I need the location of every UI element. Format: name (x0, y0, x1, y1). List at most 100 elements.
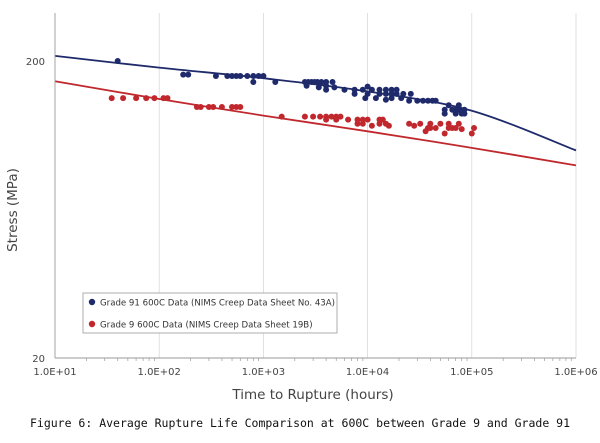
data-point-series-0 (351, 90, 358, 97)
data-point-series-0 (382, 96, 389, 103)
data-point-series-1 (422, 128, 429, 135)
y-tick-label: 200 (26, 57, 45, 68)
data-point-series-0 (272, 79, 279, 85)
data-point-series-0 (406, 97, 413, 104)
data-point-series-1 (441, 130, 448, 137)
y-axis-label: Stress (MPa) (5, 168, 21, 252)
data-point-series-1 (411, 122, 418, 129)
trend-lines (54, 55, 577, 167)
data-point-series-1 (432, 125, 439, 131)
data-point-series-1 (345, 116, 352, 123)
data-point-series-1 (328, 113, 335, 120)
data-point-series-0 (250, 79, 257, 85)
data-point-series-0 (393, 90, 400, 97)
data-point-series-0 (441, 110, 448, 117)
data-point-series-1 (385, 122, 392, 129)
data-point-series-0 (425, 97, 431, 104)
data-point-series-1 (455, 120, 462, 127)
y-tick-label: 20 (32, 354, 45, 365)
data-point-series-1 (151, 95, 158, 102)
data-point-series-1 (301, 113, 308, 120)
data-point-series-1 (427, 125, 434, 131)
data-point-series-1 (458, 126, 465, 133)
x-tick-label: 1.0E+06 (554, 367, 597, 378)
data-point-series-0 (255, 73, 262, 79)
legend-marker-grade91 (88, 298, 96, 306)
data-point-series-1 (359, 116, 366, 123)
data-point-series-0 (237, 73, 244, 79)
data-point-series-0 (250, 73, 257, 79)
data-point-series-0 (414, 97, 421, 104)
data-point-series-1 (310, 113, 317, 120)
axes (54, 13, 576, 361)
data-point-series-1 (210, 104, 217, 110)
trend-line-series-1 (54, 80, 577, 167)
data-point-series-1 (354, 120, 361, 127)
data-point-series-0 (331, 84, 338, 91)
data-point-series-0 (420, 97, 426, 104)
data-point-series-0 (372, 95, 379, 102)
data-point-series-1 (218, 104, 225, 110)
data-point-series-0 (224, 73, 231, 79)
data-point-series-0 (359, 86, 366, 93)
data-point-series-1 (468, 130, 475, 137)
x-tick-label: 1.0E+01 (33, 367, 76, 378)
figure-caption: Figure 6: Average Rupture Life Compariso… (29, 416, 571, 430)
x-tick-label: 1.0E+02 (138, 367, 181, 378)
x-axis-label: Time to Rupture (hours) (231, 387, 393, 403)
data-point-series-1 (445, 120, 452, 127)
data-point-series-0 (180, 71, 187, 78)
data-point-series-0 (407, 90, 414, 97)
data-point-series-1 (376, 120, 383, 127)
data-point-series-1 (143, 95, 150, 102)
data-point-series-0 (393, 86, 400, 93)
data-point-series-0 (341, 86, 348, 93)
data-point-series-0 (382, 86, 389, 93)
data-point-series-0 (351, 86, 358, 93)
data-point-series-0 (364, 83, 371, 90)
trend-line-series-0 (54, 55, 577, 152)
data-point-series-1 (354, 116, 361, 123)
data-point-series-1 (333, 116, 340, 123)
data-point-series-0 (315, 84, 322, 91)
data-point-series-1 (406, 120, 413, 127)
data-point-series-0 (398, 95, 405, 102)
data-point-series-1 (133, 95, 140, 102)
data-point-series-0 (362, 95, 369, 102)
tick-labels: 1.0E+01 1.0E+02 1.0E+03 1.0E+04 1.0E+05 1.0E+… (26, 57, 598, 378)
data-point-series-1 (452, 125, 459, 131)
data-point-series-1 (323, 116, 330, 123)
data-point-series-0 (445, 102, 452, 109)
data-point-series-1 (368, 122, 375, 129)
data-point-series-0 (388, 95, 395, 102)
data-point-series-1 (417, 120, 424, 127)
data-point-series-1 (359, 120, 366, 127)
data-point-series-0 (244, 73, 251, 79)
data-point-series-1 (364, 116, 371, 123)
legend-marker-grade9 (88, 320, 96, 328)
data-point-series-0 (382, 90, 389, 97)
data-point-series-1 (229, 104, 235, 110)
data-point-series-1 (379, 116, 386, 123)
data-point-series-0 (388, 86, 395, 93)
legend-label-grade9: Grade 9 600C Data (NIMS Creep Data Sheet… (100, 321, 313, 331)
data-point-series-0 (229, 73, 235, 79)
data-points (108, 58, 477, 137)
data-point-series-0 (455, 102, 462, 109)
data-point-series-0 (452, 110, 459, 117)
legend-label-grade91: Grade 91 600C Data (NIMS Creep Data Shee… (100, 299, 335, 309)
data-point-series-0 (432, 97, 439, 104)
data-point-series-0 (212, 73, 219, 79)
data-point-series-0 (388, 90, 395, 97)
data-point-series-0 (318, 79, 325, 85)
data-point-series-1 (471, 125, 477, 131)
x-tick-label: 1.0E+04 (346, 367, 389, 378)
data-point-series-0 (260, 73, 267, 79)
chart: 1.0E+01 1.0E+02 1.0E+03 1.0E+04 1.0E+05 1.0E+… (5, 13, 598, 403)
data-point-series-0 (376, 90, 383, 97)
data-point-series-1 (437, 120, 444, 127)
data-point-series-1 (337, 113, 344, 120)
data-point-series-1 (278, 113, 285, 120)
data-point-series-1 (108, 95, 115, 102)
data-point-series-1 (317, 113, 324, 120)
